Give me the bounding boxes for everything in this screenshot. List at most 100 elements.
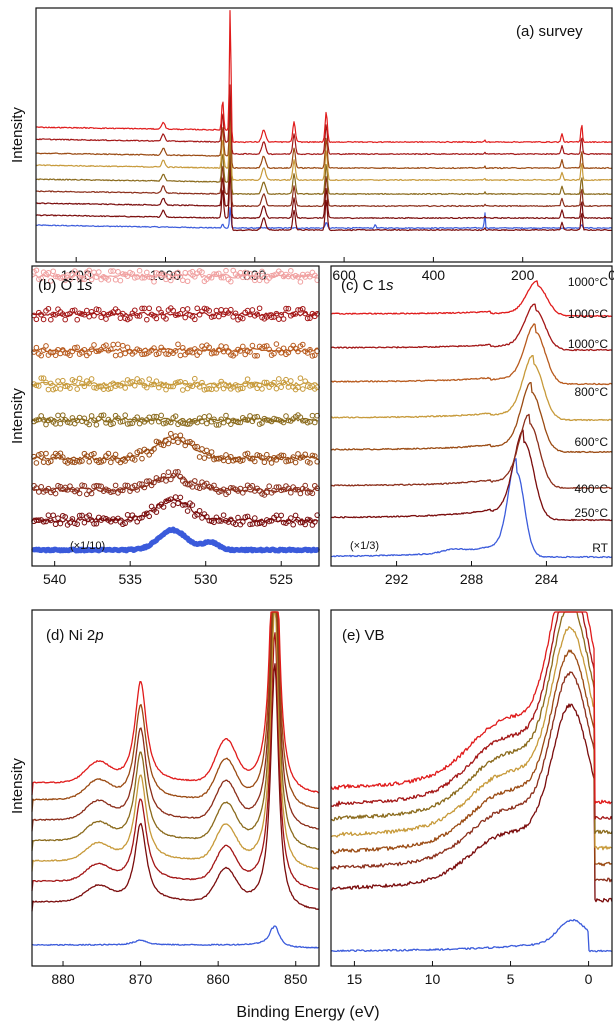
o1s-data-point	[67, 352, 73, 359]
o1s-data-point	[100, 412, 107, 418]
o1s-data-point	[273, 484, 280, 490]
o1s-data-point	[300, 417, 306, 424]
o1s-data-point	[86, 458, 92, 465]
o1s-data-point	[220, 274, 227, 281]
o1s-data-point	[189, 502, 196, 508]
o1s-data-point	[33, 460, 40, 466]
c1s-series-line	[330, 303, 613, 352]
c1s-series-line	[330, 280, 613, 318]
o1s-data-point	[266, 346, 273, 353]
o1s-data-point	[256, 277, 263, 284]
o1s-data-point	[302, 521, 309, 528]
o1s-data-point	[184, 306, 191, 312]
o1s-data-point	[223, 344, 229, 350]
o1s-tick-label: 530	[194, 571, 218, 587]
o1s-data-point	[110, 420, 116, 427]
c1s-curves	[330, 280, 613, 559]
survey-tick-label: 400	[422, 267, 446, 283]
o1s-data-point	[223, 267, 229, 274]
ni2p-tick-label: 870	[129, 971, 153, 987]
o1s-data-point	[312, 352, 318, 358]
o1s-data-point	[288, 489, 294, 496]
o1s-data-point	[57, 386, 64, 392]
o1s-data-point	[163, 351, 169, 357]
ni2p-series-line	[31, 632, 320, 892]
ni2p-curves	[31, 611, 320, 949]
o1s-data-point	[88, 490, 95, 497]
o1s-data-point	[55, 515, 61, 521]
o1s-x-ticks: 540 535 530 525	[43, 561, 293, 587]
o1s-data-point	[192, 375, 198, 382]
o1s-data-point	[74, 271, 80, 277]
c1s-series-line	[331, 458, 613, 559]
o1s-data-point	[175, 500, 181, 507]
o1s-data-point	[86, 421, 92, 428]
o1s-data-point	[158, 309, 164, 316]
o1s-data-point	[280, 316, 287, 322]
o1s-data-point	[204, 420, 210, 427]
o1s-data-point	[184, 421, 191, 427]
o1s-data-point	[132, 482, 138, 489]
o1s-curves	[31, 267, 321, 554]
o1s-data-point	[146, 305, 152, 312]
c1s-scale-annotation: (×1/3)	[350, 540, 379, 552]
o1s-data-point	[216, 270, 222, 277]
c1s-series-line	[331, 382, 613, 454]
o1s-data-point	[177, 494, 184, 501]
o1s-data-point	[278, 384, 285, 390]
o1s-data-point	[225, 458, 232, 465]
o1s-data-point	[297, 279, 304, 285]
o1s-data-point	[112, 482, 119, 489]
o1s-data-point	[244, 450, 251, 457]
o1s-data-point	[84, 307, 90, 314]
o1s-data-point	[108, 268, 114, 274]
o1s-data-point	[148, 419, 155, 425]
o1s-data-point	[108, 385, 114, 392]
o1s-data-point	[91, 384, 97, 391]
o1s-data-point	[232, 456, 239, 463]
o1s-data-point	[172, 494, 179, 500]
o1s-data-point	[295, 451, 301, 457]
vb-tick-label: 5	[507, 971, 515, 987]
o1s-data-point	[218, 343, 224, 349]
o1s-data-point	[194, 305, 200, 312]
o1s-data-point	[122, 482, 128, 489]
vb-panel-label: (e) VB	[342, 627, 385, 644]
o1s-data-point	[278, 312, 285, 318]
c1s-series-line	[330, 323, 613, 386]
o1s-data-point	[199, 269, 205, 275]
o1s-data-point	[108, 489, 114, 495]
o1s-data-point	[124, 344, 131, 351]
o1s-data-point	[237, 269, 244, 276]
o1s-fit-line	[31, 499, 319, 523]
ni2p-series-line	[31, 925, 320, 949]
o1s-data-point	[69, 516, 76, 522]
survey-series-line	[35, 110, 612, 182]
o1s-data-point	[96, 269, 102, 275]
vb-series-line	[330, 611, 613, 805]
o1s-data-point	[124, 512, 131, 518]
o1s-data-point	[57, 520, 64, 527]
o1s-data-point	[252, 458, 258, 465]
o1s-data-point	[134, 376, 140, 382]
o1s-data-point	[76, 375, 83, 382]
o1s-data-point	[261, 379, 268, 386]
o1s-data-point	[52, 352, 59, 359]
o1s-data-point	[206, 453, 212, 459]
o1s-data-point	[228, 278, 234, 285]
o1s-data-point	[168, 496, 174, 502]
o1s-data-point	[38, 375, 45, 381]
o1s-data-point	[278, 512, 285, 519]
survey-series-line	[35, 84, 613, 156]
o1s-data-point	[40, 316, 47, 323]
o1s-data-point	[175, 341, 181, 348]
o1s-data-point	[103, 316, 109, 322]
o1s-data-point	[180, 306, 186, 313]
o1s-data-point	[297, 490, 304, 497]
o1s-data-point	[72, 420, 78, 427]
o1s-data-point	[134, 312, 140, 319]
o1s-data-point	[86, 350, 92, 356]
o1s-data-point	[100, 457, 107, 464]
o1s-data-point	[124, 482, 131, 489]
o1s-fit-line	[31, 347, 319, 353]
